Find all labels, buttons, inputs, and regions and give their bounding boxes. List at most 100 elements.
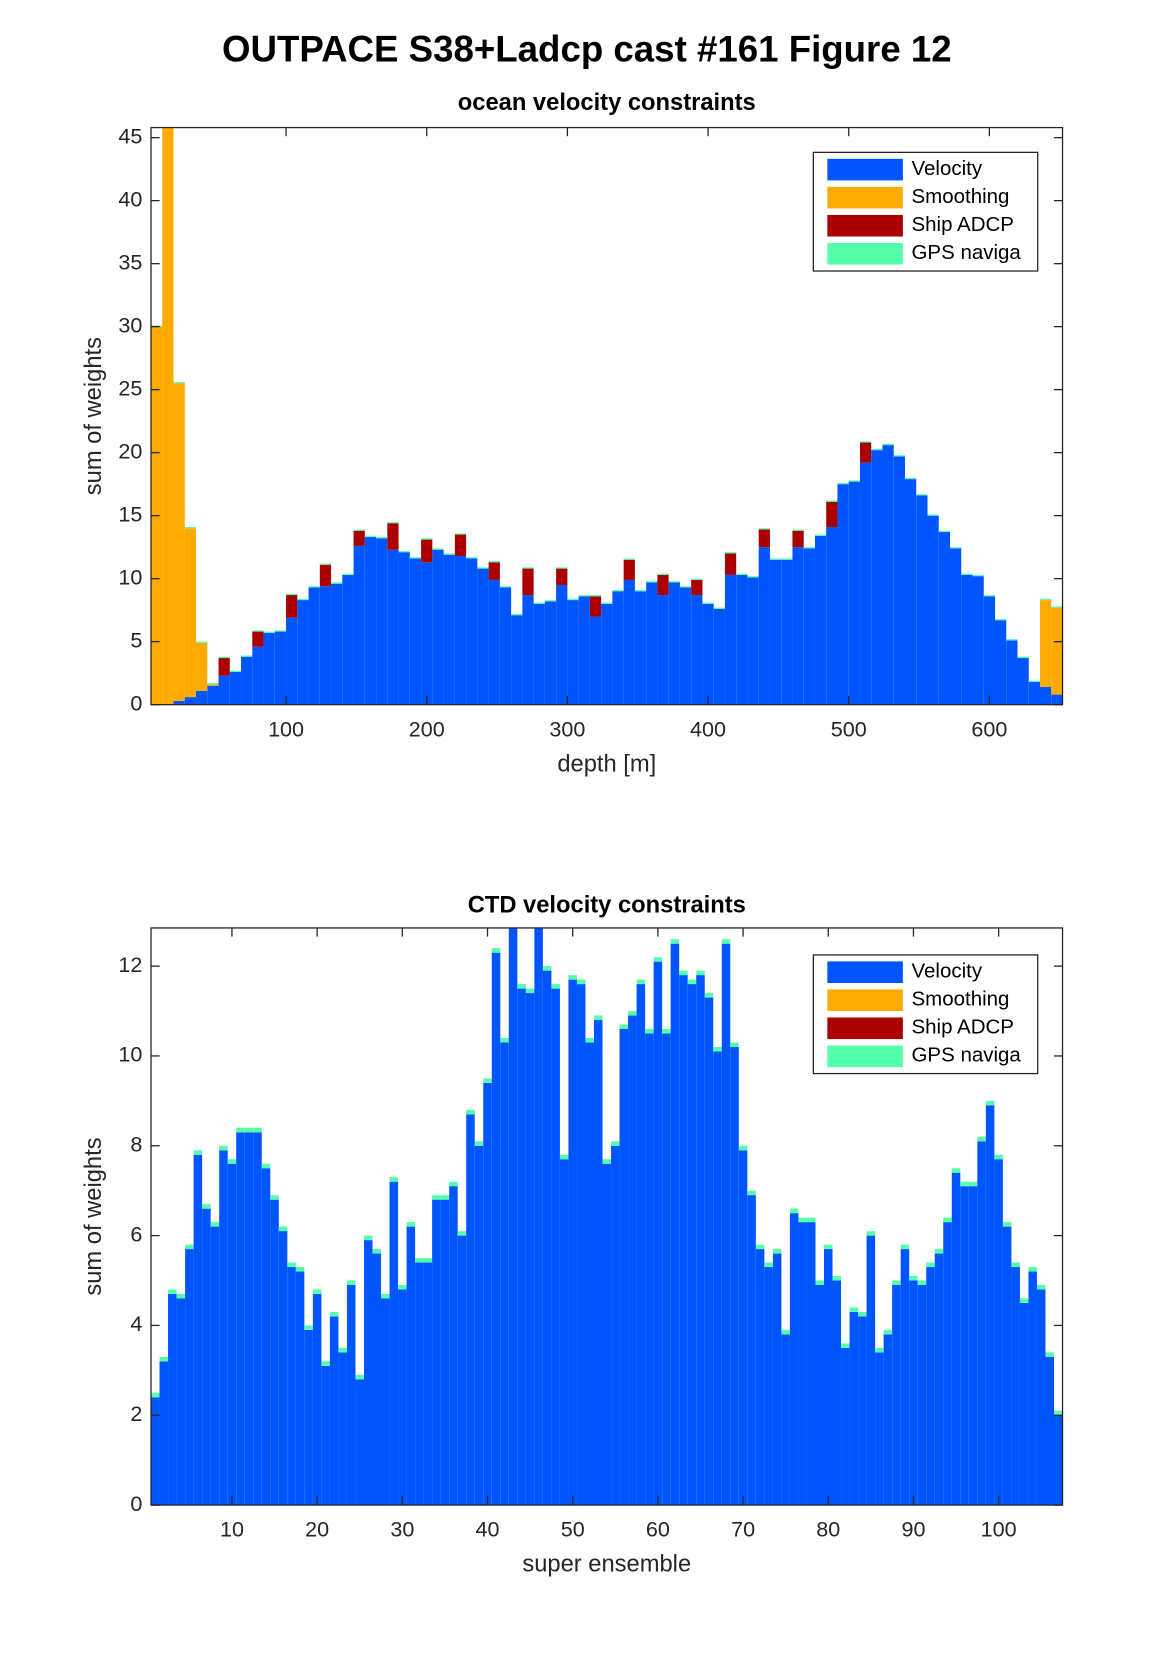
bar-segment <box>421 538 433 540</box>
y-tick-label: 35 <box>118 249 142 274</box>
bar-segment <box>927 514 939 516</box>
bar-segment <box>755 1249 765 1506</box>
bar-segment <box>724 574 737 705</box>
bar-segment <box>848 480 860 482</box>
bar-segment <box>466 558 478 705</box>
bar-segment <box>691 579 703 596</box>
bar-segment <box>823 1244 833 1250</box>
x-axis-label: depth [m] <box>557 751 656 777</box>
bar-segment <box>611 1141 620 1146</box>
bar-segment <box>176 1293 186 1299</box>
bar-segment <box>162 127 174 705</box>
bar-segment <box>917 1280 927 1285</box>
bar-segment <box>398 1284 407 1290</box>
bar-segment <box>1006 639 1018 641</box>
bar-segment <box>387 523 399 550</box>
legend-swatch <box>827 1045 903 1068</box>
bar-segment <box>568 979 577 1506</box>
bar-segment <box>721 943 731 1506</box>
bar-segment <box>173 700 185 705</box>
bar-segment <box>517 988 526 1506</box>
y-tick-label: 5 <box>130 627 142 652</box>
bar-segment <box>534 927 543 1506</box>
bar-segment <box>900 1249 910 1506</box>
bar-segment <box>747 1190 756 1196</box>
bar-segment <box>611 1145 620 1506</box>
bar-segment <box>679 587 692 705</box>
bar-segment <box>331 583 343 705</box>
bar-segment <box>522 595 534 705</box>
bar-segment <box>943 1222 952 1506</box>
bar-segment <box>696 970 705 976</box>
bar-segment <box>657 573 669 575</box>
bar-segment <box>628 1011 637 1016</box>
bar-segment <box>926 1267 935 1506</box>
bar-segment <box>229 671 242 705</box>
bar-segment <box>1028 681 1041 705</box>
bar-segment <box>1045 1356 1055 1506</box>
bar-segment <box>747 1195 756 1506</box>
x-tick-label: 100 <box>981 1517 1017 1542</box>
bar-segment <box>764 1267 773 1506</box>
bar-segment <box>687 984 697 1506</box>
bar-segment <box>578 596 590 705</box>
x-tick-label: 100 <box>268 716 304 741</box>
x-tick-label: 200 <box>409 716 445 741</box>
bar-segment <box>184 526 197 529</box>
bar-segment <box>904 479 917 705</box>
bar-segment <box>832 1276 842 1281</box>
bar-segment <box>781 559 793 705</box>
bar-segment <box>364 537 377 705</box>
bar-segment <box>241 656 253 705</box>
x-tick-label: 80 <box>816 1517 840 1542</box>
bar-segment <box>297 598 309 601</box>
bar-segment <box>927 515 939 705</box>
bar-segment <box>781 558 793 560</box>
bar-segment <box>218 656 230 659</box>
bar-segment <box>567 598 579 601</box>
bar-segment <box>977 1141 986 1506</box>
bar-segment <box>764 1262 773 1268</box>
bar-segment <box>168 1293 177 1506</box>
bar-segment <box>185 1244 194 1250</box>
bar-segment <box>443 553 455 555</box>
bar-segment <box>491 952 501 1506</box>
bar-segment <box>210 1222 220 1227</box>
bar-segment <box>381 1298 390 1506</box>
x-tick-label: 50 <box>561 1517 585 1542</box>
bar-segment <box>270 1199 279 1506</box>
bar-segment <box>826 501 838 527</box>
bar-segment <box>645 1033 654 1506</box>
bar-segment <box>421 539 433 563</box>
bar-segment <box>657 595 669 705</box>
bar-segment <box>312 1293 322 1506</box>
bar-segment <box>882 443 894 446</box>
bar-segment <box>670 943 680 1506</box>
bar-segment <box>263 631 275 633</box>
bar-segment <box>568 975 577 980</box>
bar-segment <box>679 970 688 976</box>
bar-segment <box>353 530 365 546</box>
bar-segment <box>789 1208 799 1214</box>
bar-segment <box>559 1159 569 1506</box>
bar-segment <box>454 533 467 535</box>
bar-segment <box>525 993 535 1506</box>
bar-segment <box>781 1334 790 1506</box>
bar-segment <box>398 552 410 705</box>
bar-segment <box>542 966 552 971</box>
y-tick-label: 10 <box>118 1042 142 1067</box>
bar-segment <box>781 1329 790 1335</box>
bar-segment <box>917 1284 927 1506</box>
bar-segment <box>893 455 905 457</box>
bar-segment <box>218 675 230 705</box>
bar-segment <box>977 1136 986 1142</box>
chart-title: ocean velocity constraints <box>458 90 756 116</box>
bar-segment <box>252 630 264 632</box>
bar-segment <box>949 548 962 705</box>
bar-segment <box>769 559 782 705</box>
bar-segment <box>849 1307 859 1312</box>
bar-segment <box>559 1154 569 1160</box>
x-tick-label: 300 <box>549 716 585 741</box>
bar-segment <box>1019 1302 1029 1506</box>
bar-segment <box>589 595 602 597</box>
